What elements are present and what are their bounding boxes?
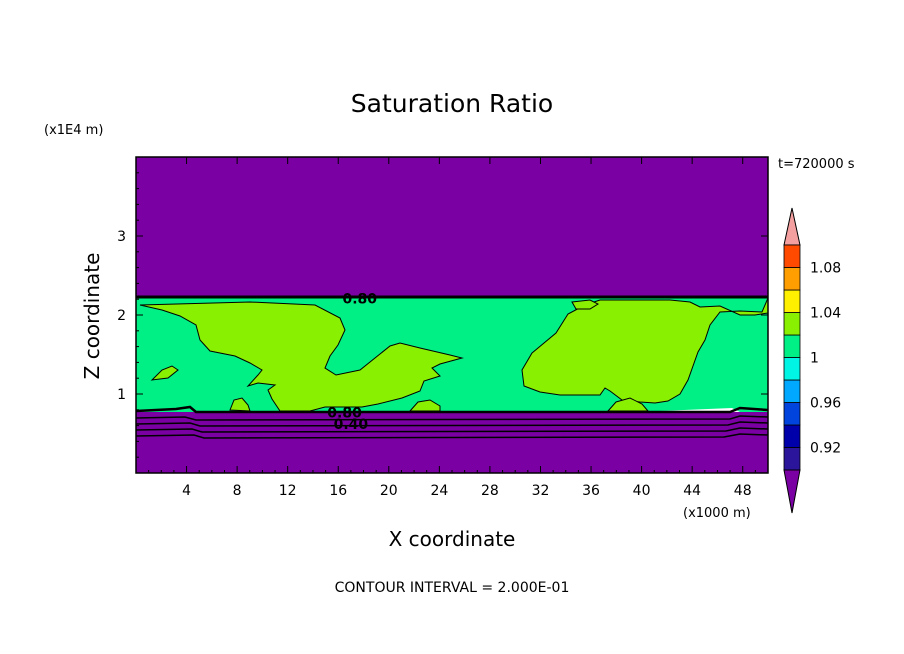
contour-label: 0.80 [327,405,362,421]
contour-line [135,415,769,421]
colorbar-bin [783,424,801,448]
x-tick-label: 20 [380,483,398,499]
colorbar-bin [783,379,801,403]
y-axis-title: Z coordinate [80,253,104,380]
y-tick-label: 2 [117,308,126,324]
lower-dry-region [136,412,768,473]
colorbar-under-arrow [783,469,801,514]
x-tick-label: 32 [532,483,550,499]
cloud-base-line [135,405,769,414]
x-tick-label: 4 [182,483,191,499]
colorbar-legend: 1.08 1.04 1 0.96 0.92 [783,207,841,514]
colorbar-tick-labels: 1.08 1.04 1 0.96 0.92 [810,261,841,457]
time-label: t=720000 s [778,157,855,172]
contour-line [135,433,769,439]
colorbar-bin [783,289,801,313]
colorbar-tick-label: 1.08 [810,261,841,277]
colorbar-bin [783,244,801,268]
x-tick-label: 28 [481,483,499,499]
x-tick-label: 24 [430,483,448,499]
y-axis-ticks: 1 2 3 [117,172,768,458]
colorbar-tick-label: 1.04 [810,306,841,322]
x-tick-label: 44 [683,483,701,499]
upper-dry-region [136,157,768,297]
contour-interval-note: CONTOUR INTERVAL = 2.000E-01 [335,580,570,596]
x-tick-label: 12 [279,483,297,499]
contour-label: 0.40 [334,417,369,433]
contour-label: 0.80 [342,292,377,308]
colorbar-tick-label: 0.92 [810,441,841,457]
colorbar-over-arrow [783,207,801,246]
y-tick-label: 3 [117,229,126,245]
x-unit-label: (x1000 m) [683,506,751,521]
supersaturated-patch [571,299,600,310]
supersaturated-patch [139,301,464,412]
plot-area: 0.800.800.40 4 8 12 16 20 24 28 32 36 40 44 48 123 [117,156,769,499]
x-axis-ticks: 4 8 12 16 20 24 28 32 36 40 44 48 [148,157,756,499]
x-axis-title: X coordinate [389,527,516,551]
colorbar-bin [783,357,801,381]
x-tick-label: 40 [633,483,651,499]
contour-lines [135,295,769,439]
colorbar-bin [783,312,801,336]
colorbar-bin [783,402,801,426]
x-tick-label: 36 [582,483,600,499]
colorbar-tick-label: 0.96 [810,396,841,412]
colorbar-bins [783,244,801,471]
contour-labels: 0.800.800.40 [327,292,377,434]
y-unit-label: (x1E4 m) [44,123,103,138]
chart-title: Saturation Ratio [351,89,553,118]
x-tick-label: 16 [329,483,347,499]
colorbar-tick-label: 1 [810,351,819,367]
y-tick-label: 1 [117,387,126,403]
colorbar-bin [783,334,801,358]
contour-line [135,421,769,427]
supersaturated-patch [150,365,179,381]
supersaturated-patch [521,297,769,404]
x-tick-label: 48 [734,483,752,499]
contour-line [135,427,769,433]
x-tick-label: 8 [233,483,242,499]
colorbar-bin [783,447,801,471]
colorbar-bin [783,267,801,291]
